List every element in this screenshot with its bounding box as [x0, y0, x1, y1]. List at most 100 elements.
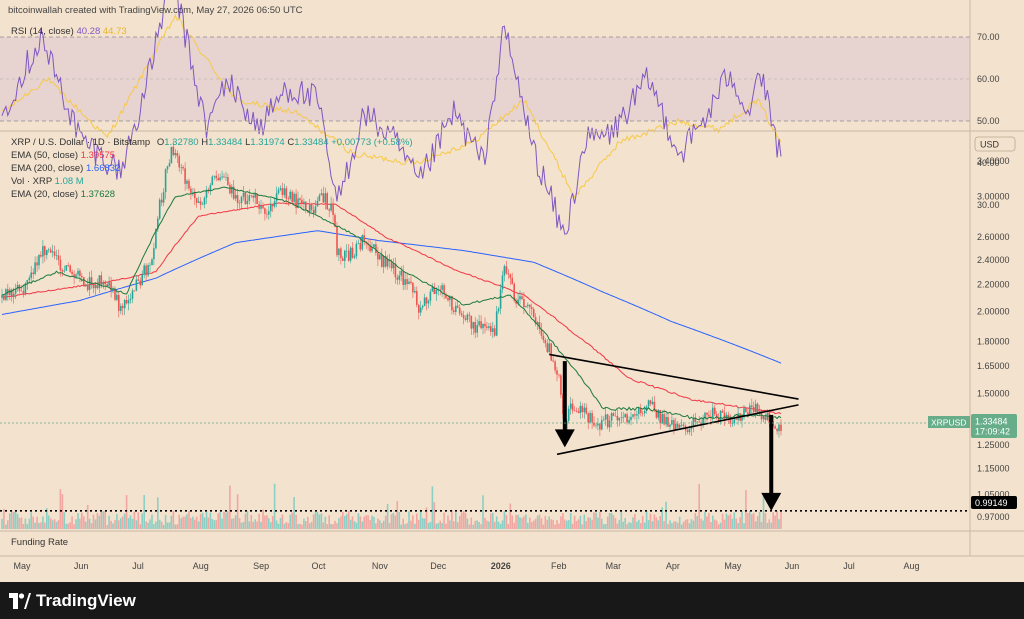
- volume-bar: [143, 495, 145, 529]
- candle-body: [215, 175, 217, 179]
- volume-bar: [696, 516, 698, 529]
- volume-bar: [308, 523, 311, 529]
- volume-bar: [579, 515, 582, 529]
- level-tag-bg: [971, 496, 1017, 509]
- candle-body: [227, 177, 229, 185]
- ema200-value: 1.66832: [85, 163, 121, 174]
- candle-body: [254, 193, 256, 198]
- volume-bar: [353, 521, 356, 529]
- volume-bar: [301, 524, 303, 529]
- candle-body: [223, 176, 225, 178]
- candle-body: [443, 285, 445, 295]
- volume-bar: [540, 518, 543, 529]
- volume-bar: [569, 513, 572, 529]
- volume-bar: [653, 514, 656, 529]
- volume-bar: [133, 511, 136, 529]
- volume-bar: [86, 505, 89, 529]
- candle-body: [632, 414, 634, 417]
- volume-bar: [684, 519, 687, 529]
- volume-bar: [83, 516, 85, 529]
- volume-bar: [203, 517, 206, 529]
- volume-bar: [16, 514, 19, 529]
- volume-bar: [745, 490, 747, 529]
- volume-bar: [581, 524, 584, 529]
- volume-bar: [634, 514, 636, 529]
- candle-body: [394, 263, 397, 278]
- candle-body: [371, 247, 373, 252]
- candle-body: [571, 403, 574, 411]
- volume-bar: [57, 520, 60, 529]
- volume-bar: [248, 521, 251, 529]
- candle-body: [546, 343, 549, 353]
- price-axis[interactable]: 3.40000 3.00000 2.60000 2.40000 2.20000 2.000…: [977, 156, 1010, 522]
- volume-bar: [406, 523, 408, 529]
- volume-bar: [478, 522, 480, 529]
- funding-rate-text: Funding Rate: [11, 537, 69, 548]
- candle-body: [702, 418, 704, 425]
- volume-bar: [5, 524, 7, 529]
- candle-body: [643, 410, 646, 414]
- candle-body: [268, 211, 270, 215]
- volume-bar: [293, 497, 295, 529]
- volume-bar: [758, 511, 761, 529]
- ema20-value: 1.37628: [80, 189, 116, 200]
- volume-bar: [649, 513, 652, 529]
- chart-canvas[interactable]: 3.40000 3.00000 2.60000 2.40000 2.20000 2.000…: [0, 0, 1024, 582]
- volume-bar: [30, 512, 32, 529]
- candle-body: [79, 270, 81, 276]
- volume-bar: [474, 520, 476, 529]
- volume-bar: [756, 516, 759, 529]
- candle-body: [688, 429, 691, 433]
- arrow-may-head: [761, 492, 782, 511]
- volume-bar: [737, 522, 739, 529]
- volume-bar: [604, 524, 607, 529]
- volume-bar: [614, 518, 617, 529]
- candle-body: [638, 407, 640, 415]
- time-tick-12: May: [724, 561, 742, 571]
- candle-body: [507, 273, 510, 275]
- close-label: C: [287, 137, 295, 148]
- volume-bar: [7, 520, 9, 529]
- volume-bar: [571, 523, 574, 529]
- time-axis[interactable]: May Jun Jul Aug Sep Oct Nov Dec 2026 Feb Mar Apr May…: [14, 561, 920, 571]
- volume-bar: [585, 521, 587, 529]
- candle-body: [369, 245, 371, 252]
- candle-body: [382, 256, 385, 267]
- price-tick-8: 1.50000: [977, 388, 1010, 398]
- candle-body: [44, 246, 46, 256]
- volume-bar: [266, 515, 268, 529]
- candle-body: [429, 291, 432, 301]
- volume-bar: [34, 522, 36, 529]
- volume-bar: [221, 518, 223, 529]
- volume-bar: [624, 518, 626, 529]
- volume-bar: [731, 518, 734, 529]
- volume-bar: [357, 513, 360, 529]
- volume-bar: [180, 518, 182, 529]
- volume-bar: [449, 520, 451, 529]
- candle-body: [182, 167, 184, 169]
- price-legend[interactable]: XRP / U.S. Dollar · 1D · Bitstamp O1.327…: [11, 137, 413, 200]
- funding-rate-label[interactable]: Funding Rate: [11, 537, 68, 548]
- rsi-legend[interactable]: RSI (14, close) 40.28 44.73: [11, 26, 127, 37]
- volume-bar: [723, 519, 726, 529]
- candle-body: [423, 297, 426, 306]
- volume-bar: [55, 521, 58, 529]
- symbol-tag: XRPUSD: [931, 418, 966, 428]
- volume-bar: [373, 516, 375, 529]
- volume-bar: [22, 524, 25, 529]
- volume-bar: [513, 522, 515, 529]
- candle-body: [256, 193, 258, 205]
- chart-area[interactable]: 3.40000 3.00000 2.60000 2.40000 2.20000 2.000…: [0, 0, 1024, 582]
- candle-body: [104, 282, 106, 285]
- volume-bar: [476, 520, 478, 529]
- candle-body: [162, 192, 165, 203]
- volume-bar: [223, 512, 225, 529]
- price-tick-2: 2.60000: [977, 232, 1010, 242]
- volume-bar: [157, 497, 159, 529]
- candle-body: [232, 186, 235, 199]
- last-price-tag-bg: [971, 414, 1017, 438]
- candle-body: [419, 307, 422, 313]
- candle-body: [601, 420, 603, 430]
- volume-bar: [638, 519, 640, 529]
- volume-bar: [88, 518, 91, 529]
